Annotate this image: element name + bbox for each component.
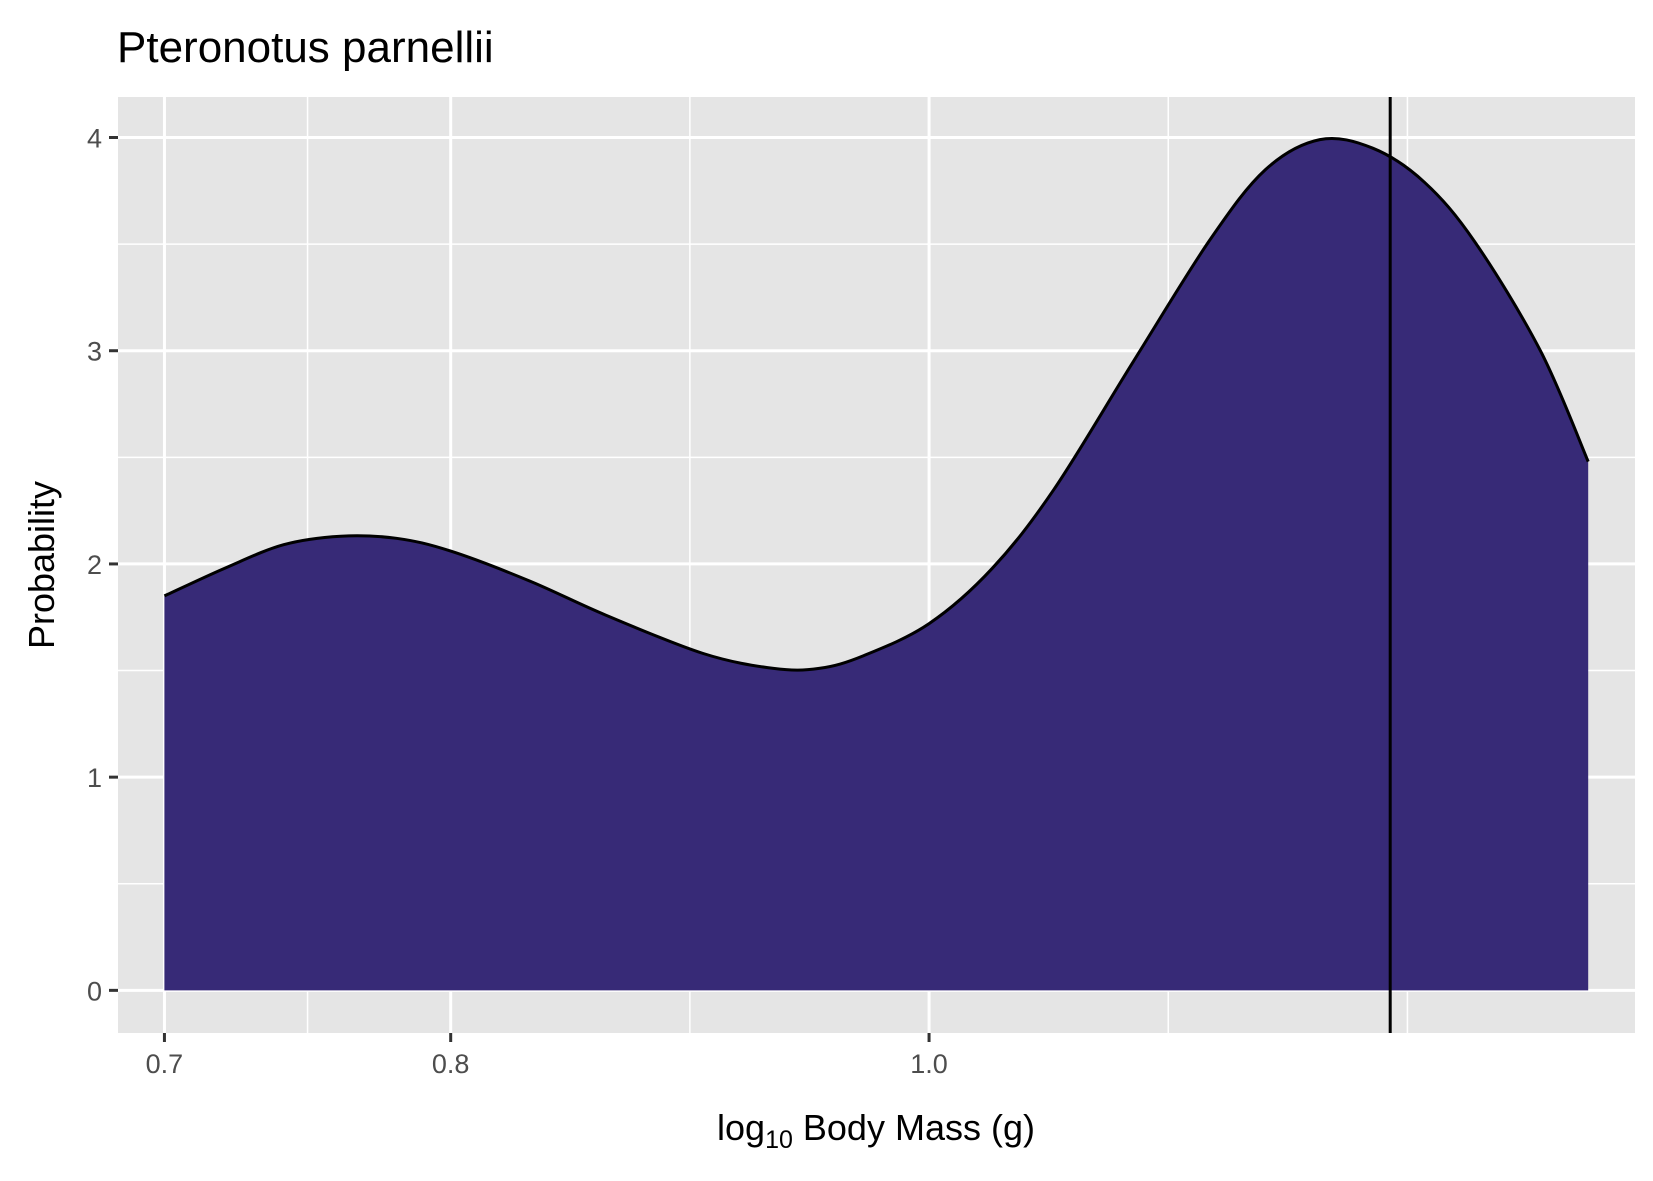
y-tick-label: 0 [87, 976, 102, 1006]
y-tick-label: 1 [87, 763, 102, 793]
y-tick-label: 3 [87, 337, 102, 367]
y-tick-label: 4 [87, 124, 102, 154]
y-tick-label: 2 [87, 550, 102, 580]
x-tick-label: 1.0 [910, 1049, 948, 1079]
y-axis-title: Probability [21, 481, 62, 649]
x-tick-label: 0.8 [432, 1049, 470, 1079]
x-axis: 0.7 0.8 1.0 [146, 1033, 948, 1079]
x-tick-label: 0.7 [146, 1049, 184, 1079]
density-curve [163, 136, 1590, 672]
y-axis: 0 1 2 3 4 [87, 124, 118, 1006]
x-axis-title-subscript: 10 [765, 1126, 793, 1154]
density-area [164, 138, 1589, 991]
chart-title: Pteronotus parnellii [117, 23, 494, 72]
x-axis-title: log10 Body Mass (g) [717, 1107, 1035, 1154]
x-axis-title-rest: Body Mass (g) [793, 1107, 1035, 1148]
x-axis-title-prefix: log [717, 1107, 765, 1148]
